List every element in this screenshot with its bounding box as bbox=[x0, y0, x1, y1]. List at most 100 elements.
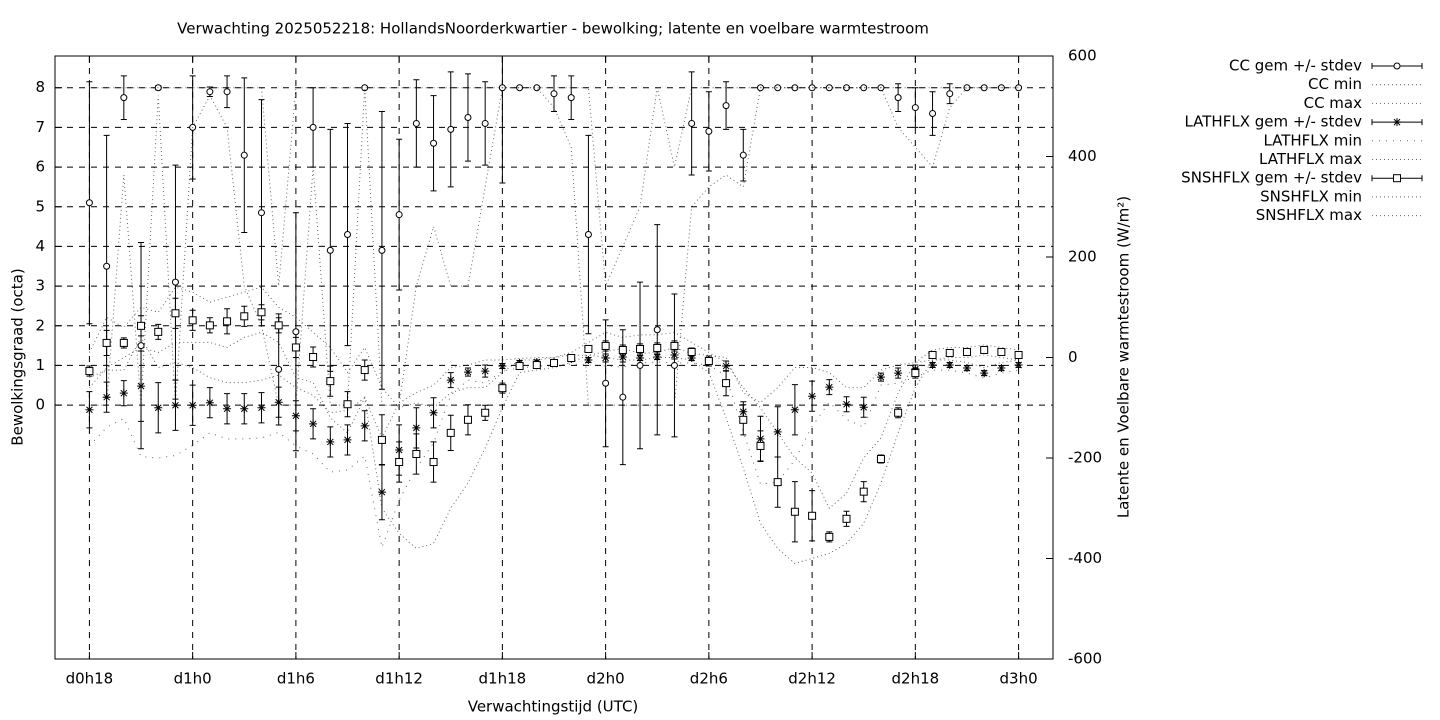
marker-square bbox=[274, 321, 283, 330]
marker-star bbox=[85, 405, 94, 414]
marker-star bbox=[636, 354, 645, 363]
axes: d0h18 d1h0 d1h6 d1h12 d1h18 d2h0 d2h6 d2h12 d2h1… bbox=[35, 47, 1102, 688]
marker-square bbox=[119, 338, 128, 347]
legend-label: SNSHFLX max bbox=[1256, 206, 1362, 224]
marker-square bbox=[481, 408, 490, 417]
x-tick-label: d2h0 bbox=[587, 670, 625, 688]
marker-circle bbox=[430, 139, 438, 147]
y-tick-label: 2 bbox=[35, 316, 45, 334]
marker-square bbox=[291, 343, 300, 352]
marker-circle bbox=[653, 326, 661, 334]
marker-square bbox=[773, 478, 782, 487]
marker-square bbox=[171, 309, 180, 318]
marker-circle bbox=[326, 246, 334, 254]
legend-label: LATHFLX max bbox=[1259, 150, 1362, 168]
marker-circle bbox=[395, 211, 403, 219]
marker-star bbox=[894, 369, 903, 378]
marker-circle bbox=[670, 361, 678, 369]
chart-title: Verwachting 2025052218: HollandsNoorderk… bbox=[177, 20, 929, 38]
marker-square bbox=[360, 366, 369, 375]
marker-star bbox=[412, 423, 421, 432]
marker-square bbox=[687, 347, 696, 356]
plot-area bbox=[85, 56, 1023, 565]
marker-circle bbox=[120, 94, 128, 102]
marker-circle bbox=[137, 342, 145, 350]
marker-square bbox=[154, 327, 163, 336]
marker-star bbox=[171, 401, 180, 410]
marker-circle bbox=[619, 393, 627, 401]
marker-circle bbox=[688, 119, 696, 127]
x-tick-label: d1h12 bbox=[375, 670, 423, 688]
marker-circle bbox=[705, 127, 713, 135]
marker-star bbox=[584, 356, 593, 365]
marker-star bbox=[257, 403, 266, 412]
marker-square bbox=[962, 347, 971, 356]
y-tick-label: 1 bbox=[35, 356, 45, 374]
marker-square bbox=[842, 514, 851, 523]
range-line bbox=[89, 87, 1019, 406]
marker-star bbox=[429, 408, 438, 417]
y-tick-label: 6 bbox=[35, 158, 45, 176]
marker-square bbox=[584, 344, 593, 353]
marker-circle bbox=[309, 123, 317, 131]
marker-circle bbox=[257, 209, 265, 217]
y-axis-label: Bewolkingsgraad (octa) bbox=[9, 268, 27, 445]
marker-star bbox=[291, 411, 300, 420]
range-line bbox=[89, 331, 1019, 565]
marker-circle bbox=[447, 125, 455, 133]
marker-square bbox=[567, 354, 576, 363]
marker-star bbox=[1393, 118, 1401, 127]
marker-star bbox=[326, 437, 335, 446]
marker-star bbox=[945, 361, 954, 370]
y2-tick-label: 200 bbox=[1068, 248, 1097, 266]
marker-square bbox=[188, 316, 197, 325]
y2-tick-label: 600 bbox=[1068, 47, 1097, 65]
marker-circle bbox=[85, 199, 93, 207]
x-tick-label: d3h0 bbox=[1000, 670, 1038, 688]
marker-square bbox=[756, 441, 765, 450]
marker-star bbox=[842, 400, 851, 409]
y2-tick-label: 400 bbox=[1068, 147, 1097, 165]
marker-star bbox=[223, 404, 232, 413]
marker-square bbox=[670, 341, 679, 350]
marker-circle bbox=[223, 88, 231, 96]
marker-square bbox=[997, 347, 1006, 356]
marker-square bbox=[205, 321, 214, 330]
legend-label: LATHFLX min bbox=[1263, 131, 1362, 149]
marker-circle bbox=[636, 361, 644, 369]
grid bbox=[55, 56, 1053, 659]
marker-square bbox=[498, 384, 507, 393]
marker-circle bbox=[464, 113, 472, 121]
marker-circle bbox=[550, 90, 558, 98]
marker-square bbox=[739, 415, 748, 424]
marker-star bbox=[773, 427, 782, 436]
marker-square bbox=[377, 435, 386, 444]
marker-star bbox=[240, 404, 249, 413]
y-tick-label: 3 bbox=[35, 277, 45, 295]
marker-star bbox=[481, 367, 490, 376]
y-tick-label: 8 bbox=[35, 78, 45, 96]
marker-star bbox=[687, 354, 696, 363]
marker-star bbox=[343, 435, 352, 444]
marker-circle bbox=[911, 104, 919, 112]
marker-star bbox=[808, 392, 817, 401]
marker-star bbox=[876, 373, 885, 382]
marker-star bbox=[137, 382, 146, 391]
marker-circle bbox=[378, 246, 386, 254]
marker-square bbox=[704, 357, 713, 366]
marker-star bbox=[274, 398, 283, 407]
marker-circle bbox=[722, 102, 730, 110]
marker-square bbox=[257, 308, 266, 317]
x-tick-label: d1h18 bbox=[479, 670, 527, 688]
marker-square bbox=[601, 341, 610, 350]
marker-square bbox=[618, 345, 627, 354]
marker-square bbox=[463, 415, 472, 424]
plot-frame bbox=[54, 55, 1054, 660]
marker-circle bbox=[791, 84, 799, 92]
marker-circle bbox=[602, 379, 610, 387]
marker-star bbox=[188, 401, 197, 410]
marker-square bbox=[102, 338, 111, 347]
